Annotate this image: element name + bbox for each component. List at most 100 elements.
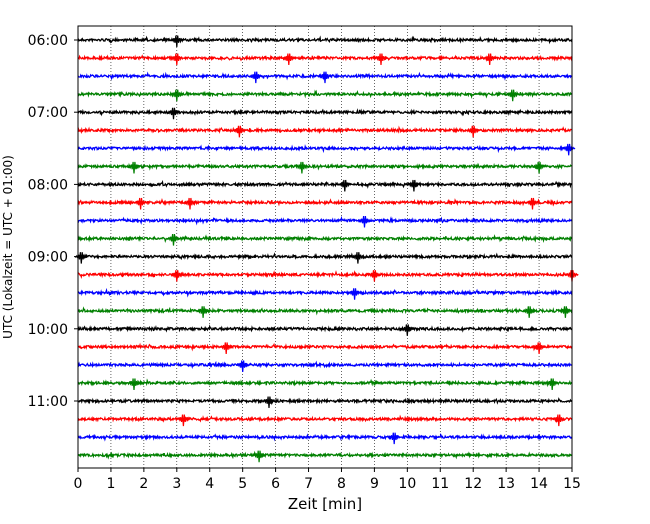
seismic-event-mark xyxy=(219,342,233,354)
trace-row xyxy=(77,450,573,463)
seismic-event-mark xyxy=(262,396,276,409)
plot-frame xyxy=(77,25,573,469)
trace-line xyxy=(77,306,573,316)
trace-row xyxy=(77,35,573,48)
seismic-event-mark xyxy=(522,306,536,318)
trace-row xyxy=(77,197,573,210)
seismic-event-mark xyxy=(236,360,250,372)
trace-line xyxy=(77,378,573,388)
seismic-event-mark xyxy=(552,414,566,427)
trace-line xyxy=(77,144,573,154)
trace-line xyxy=(77,71,573,81)
trace-line xyxy=(77,179,573,189)
seismic-event-mark xyxy=(232,125,247,138)
trace-line xyxy=(77,287,573,298)
x-tick-label: 0 xyxy=(74,476,83,492)
seismic-event-mark xyxy=(407,179,421,192)
seismic-event-mark xyxy=(483,53,497,66)
seismic-event-mark xyxy=(282,53,296,66)
trace-line xyxy=(77,89,573,100)
trace-line xyxy=(77,414,573,424)
seismic-event-mark xyxy=(170,89,184,102)
seismic-event-mark xyxy=(466,125,480,138)
seismic-event-mark xyxy=(170,270,184,282)
seismic-event-mark xyxy=(166,107,181,120)
y-axis-ticks: 06:00 07:00 08:00 09:00 10:00 11:00 xyxy=(28,33,78,410)
x-axis-label: Zeit [min] xyxy=(288,495,362,513)
x-tick-label: 12 xyxy=(464,476,482,492)
trace-row xyxy=(77,396,573,409)
x-axis-ticks: 0 1 2 3 4 5 6 7 8 9 10 11 12 13 14 15 xyxy=(74,468,581,492)
y-tick-label: 09:00 xyxy=(28,250,68,266)
seismic-event-mark xyxy=(170,35,184,48)
trace-row xyxy=(77,53,573,66)
trace-line xyxy=(77,397,573,406)
seismic-event-mark xyxy=(127,161,141,174)
trace-line xyxy=(77,252,573,261)
trace-row xyxy=(74,252,573,264)
seismic-event-mark xyxy=(252,450,266,463)
trace-line xyxy=(77,108,573,117)
trace-row xyxy=(77,306,573,318)
trace-row xyxy=(77,324,573,336)
x-tick-label: 2 xyxy=(139,476,148,492)
y-tick-label: 10:00 xyxy=(28,322,68,338)
trace-line xyxy=(77,125,573,135)
trace-row xyxy=(77,360,573,372)
seismic-event-mark xyxy=(506,89,520,102)
seismic-event-mark xyxy=(74,252,88,264)
x-tick-label: 7 xyxy=(304,476,313,492)
trace-line xyxy=(77,215,573,226)
seismic-event-mark xyxy=(196,306,210,318)
seismic-event-mark xyxy=(367,270,382,282)
y-tick-label: 07:00 xyxy=(28,105,68,121)
trace-row xyxy=(77,161,573,174)
x-tick-label: 9 xyxy=(370,476,379,492)
seismic-event-mark xyxy=(357,216,372,228)
trace-line xyxy=(77,450,573,460)
trace-line xyxy=(77,342,573,352)
seismic-event-mark xyxy=(338,179,352,192)
x-tick-label: 10 xyxy=(398,476,416,492)
x-tick-label: 6 xyxy=(271,476,280,492)
seismic-event-mark xyxy=(249,71,263,84)
trace-row xyxy=(77,234,573,246)
x-tick-label: 14 xyxy=(530,476,548,492)
seismic-event-mark xyxy=(176,414,191,427)
y-tick-label: 11:00 xyxy=(28,394,68,410)
x-tick-label: 13 xyxy=(497,476,515,492)
trace-layer xyxy=(74,35,579,463)
trace-line xyxy=(77,432,573,442)
trace-line xyxy=(77,234,573,244)
x-tick-label: 4 xyxy=(205,476,214,492)
x-tick-label: 3 xyxy=(172,476,181,492)
trace-row xyxy=(77,215,573,228)
x-tick-label: 15 xyxy=(563,476,581,492)
x-tick-label: 8 xyxy=(337,476,346,492)
seismic-event-mark xyxy=(387,432,401,445)
trace-line xyxy=(77,324,573,333)
x-tick-label: 5 xyxy=(238,476,247,492)
seismic-event-mark xyxy=(558,306,573,318)
trace-line xyxy=(77,270,573,280)
trace-row xyxy=(77,342,573,354)
seismic-event-mark xyxy=(295,161,309,174)
trace-row xyxy=(77,179,573,192)
trace-line xyxy=(77,35,573,45)
y-tick-label: 08:00 xyxy=(28,177,68,193)
seismic-event-mark xyxy=(127,378,141,390)
trace-row xyxy=(77,378,573,390)
seismic-event-mark xyxy=(133,197,148,210)
trace-row xyxy=(77,432,573,445)
seismic-event-mark xyxy=(318,71,332,84)
trace-line xyxy=(77,54,573,62)
trace-row xyxy=(77,414,573,427)
seismic-event-mark xyxy=(525,197,540,210)
trace-row xyxy=(77,71,573,84)
trace-row xyxy=(77,143,576,156)
trace-line xyxy=(77,360,573,369)
trace-row xyxy=(77,107,573,120)
seismic-event-mark xyxy=(170,53,184,66)
